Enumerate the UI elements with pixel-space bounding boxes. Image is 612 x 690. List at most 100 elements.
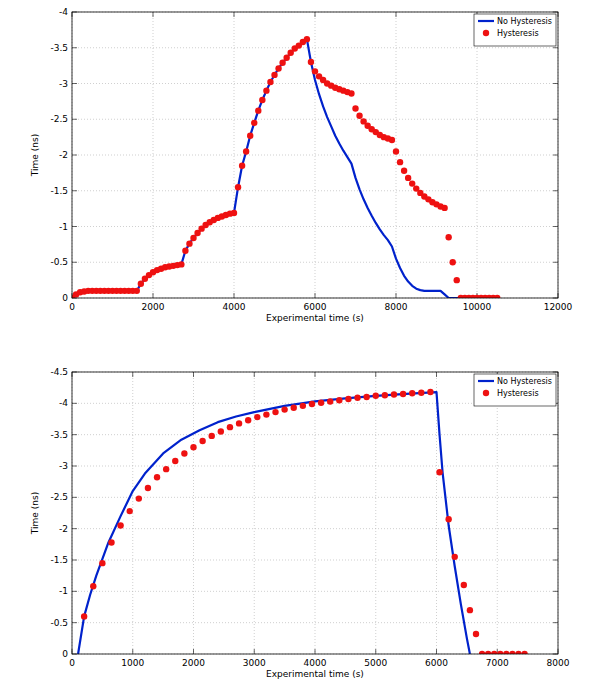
data-point <box>281 406 287 412</box>
data-point <box>336 397 342 403</box>
data-point <box>479 651 485 654</box>
data-point <box>138 281 144 287</box>
data-point <box>348 90 354 96</box>
tick-label: 0 <box>62 649 68 659</box>
data-point <box>397 159 403 165</box>
data-point <box>450 259 456 265</box>
data-point <box>467 607 473 613</box>
data-point <box>236 420 242 426</box>
data-point <box>263 87 269 93</box>
data-point <box>272 409 278 415</box>
y-axis-label: Time (ns) <box>30 492 40 535</box>
tick-mark <box>315 649 316 654</box>
grid-line <box>72 528 558 529</box>
data-point <box>127 508 133 514</box>
tick-mark <box>553 155 558 156</box>
tick-label: 0 <box>69 658 75 668</box>
data-point <box>515 651 521 654</box>
tick-mark <box>553 434 558 435</box>
tick-mark <box>553 622 558 623</box>
tick-mark <box>72 155 77 156</box>
tick-mark <box>315 372 316 377</box>
data-point <box>445 516 451 522</box>
tick-mark <box>72 190 77 191</box>
data-point <box>181 450 187 456</box>
data-point <box>389 137 395 143</box>
data-point <box>172 458 178 464</box>
data-point <box>494 295 500 298</box>
tick-mark <box>72 591 77 592</box>
tick-label: 8000 <box>547 658 570 668</box>
tick-mark <box>193 372 194 377</box>
tick-mark <box>72 403 77 404</box>
tick-label: -3 <box>59 79 68 89</box>
grid-line <box>497 372 498 654</box>
plot-frame <box>72 372 558 654</box>
grid-line <box>72 119 558 120</box>
data-point <box>382 392 388 398</box>
data-point <box>373 393 379 399</box>
tick-mark <box>72 47 77 48</box>
data-point <box>263 411 269 417</box>
data-point <box>218 428 224 434</box>
tick-mark <box>72 434 77 435</box>
tick-label: 8000 <box>385 302 408 312</box>
tick-label: 4000 <box>223 302 246 312</box>
tick-label: 12000 <box>544 302 573 312</box>
data-point <box>452 554 458 560</box>
chart-svg: 0200040006000800010000120000-0.5-1-1.5-2… <box>0 0 612 690</box>
data-point <box>503 651 509 654</box>
legend-swatch <box>483 390 489 396</box>
data-point <box>199 438 205 444</box>
data-point <box>327 398 333 404</box>
data-point <box>436 469 442 475</box>
data-point <box>245 417 251 423</box>
tick-label: 0 <box>62 293 68 303</box>
legend-swatch <box>478 20 494 22</box>
data-point <box>243 148 249 154</box>
tick-mark <box>234 12 235 17</box>
series-line <box>78 392 470 654</box>
data-point <box>145 485 151 491</box>
legend-box <box>474 14 556 46</box>
tick-label: 0 <box>69 302 75 312</box>
tick-mark <box>72 622 77 623</box>
tick-mark <box>72 226 77 227</box>
data-point <box>99 560 105 566</box>
tick-mark <box>396 293 397 298</box>
tick-label: -0.5 <box>50 257 68 267</box>
data-point <box>271 72 277 78</box>
tick-mark <box>396 12 397 17</box>
tick-mark <box>153 293 154 298</box>
data-point <box>231 210 237 216</box>
data-point <box>251 120 257 126</box>
tick-label: -1.5 <box>50 555 68 565</box>
data-point <box>267 79 273 85</box>
legend-label: Hysteresis <box>497 389 539 398</box>
data-point <box>363 394 369 400</box>
tick-mark <box>254 649 255 654</box>
tick-mark <box>436 372 437 377</box>
grid-line <box>72 497 558 498</box>
series-line <box>72 39 461 298</box>
grid-line <box>72 591 558 592</box>
data-point <box>400 391 406 397</box>
tick-label: 2000 <box>182 658 205 668</box>
data-point <box>521 651 527 654</box>
legend-label: Hysteresis <box>497 29 539 38</box>
grid-line <box>436 372 437 654</box>
data-point <box>255 107 261 113</box>
figure: 0200040006000800010000120000-0.5-1-1.5-2… <box>0 0 612 690</box>
data-point <box>401 168 407 174</box>
tick-label: 1000 <box>121 658 144 668</box>
grid-line <box>72 466 558 467</box>
data-point <box>163 466 169 472</box>
tick-mark <box>153 12 154 17</box>
tick-label: 3000 <box>243 658 266 668</box>
data-point <box>304 36 310 42</box>
data-point <box>509 651 515 654</box>
data-point <box>409 390 415 396</box>
grid-line <box>72 622 558 623</box>
grid-line <box>72 226 558 227</box>
tick-label: -3.5 <box>50 43 68 53</box>
